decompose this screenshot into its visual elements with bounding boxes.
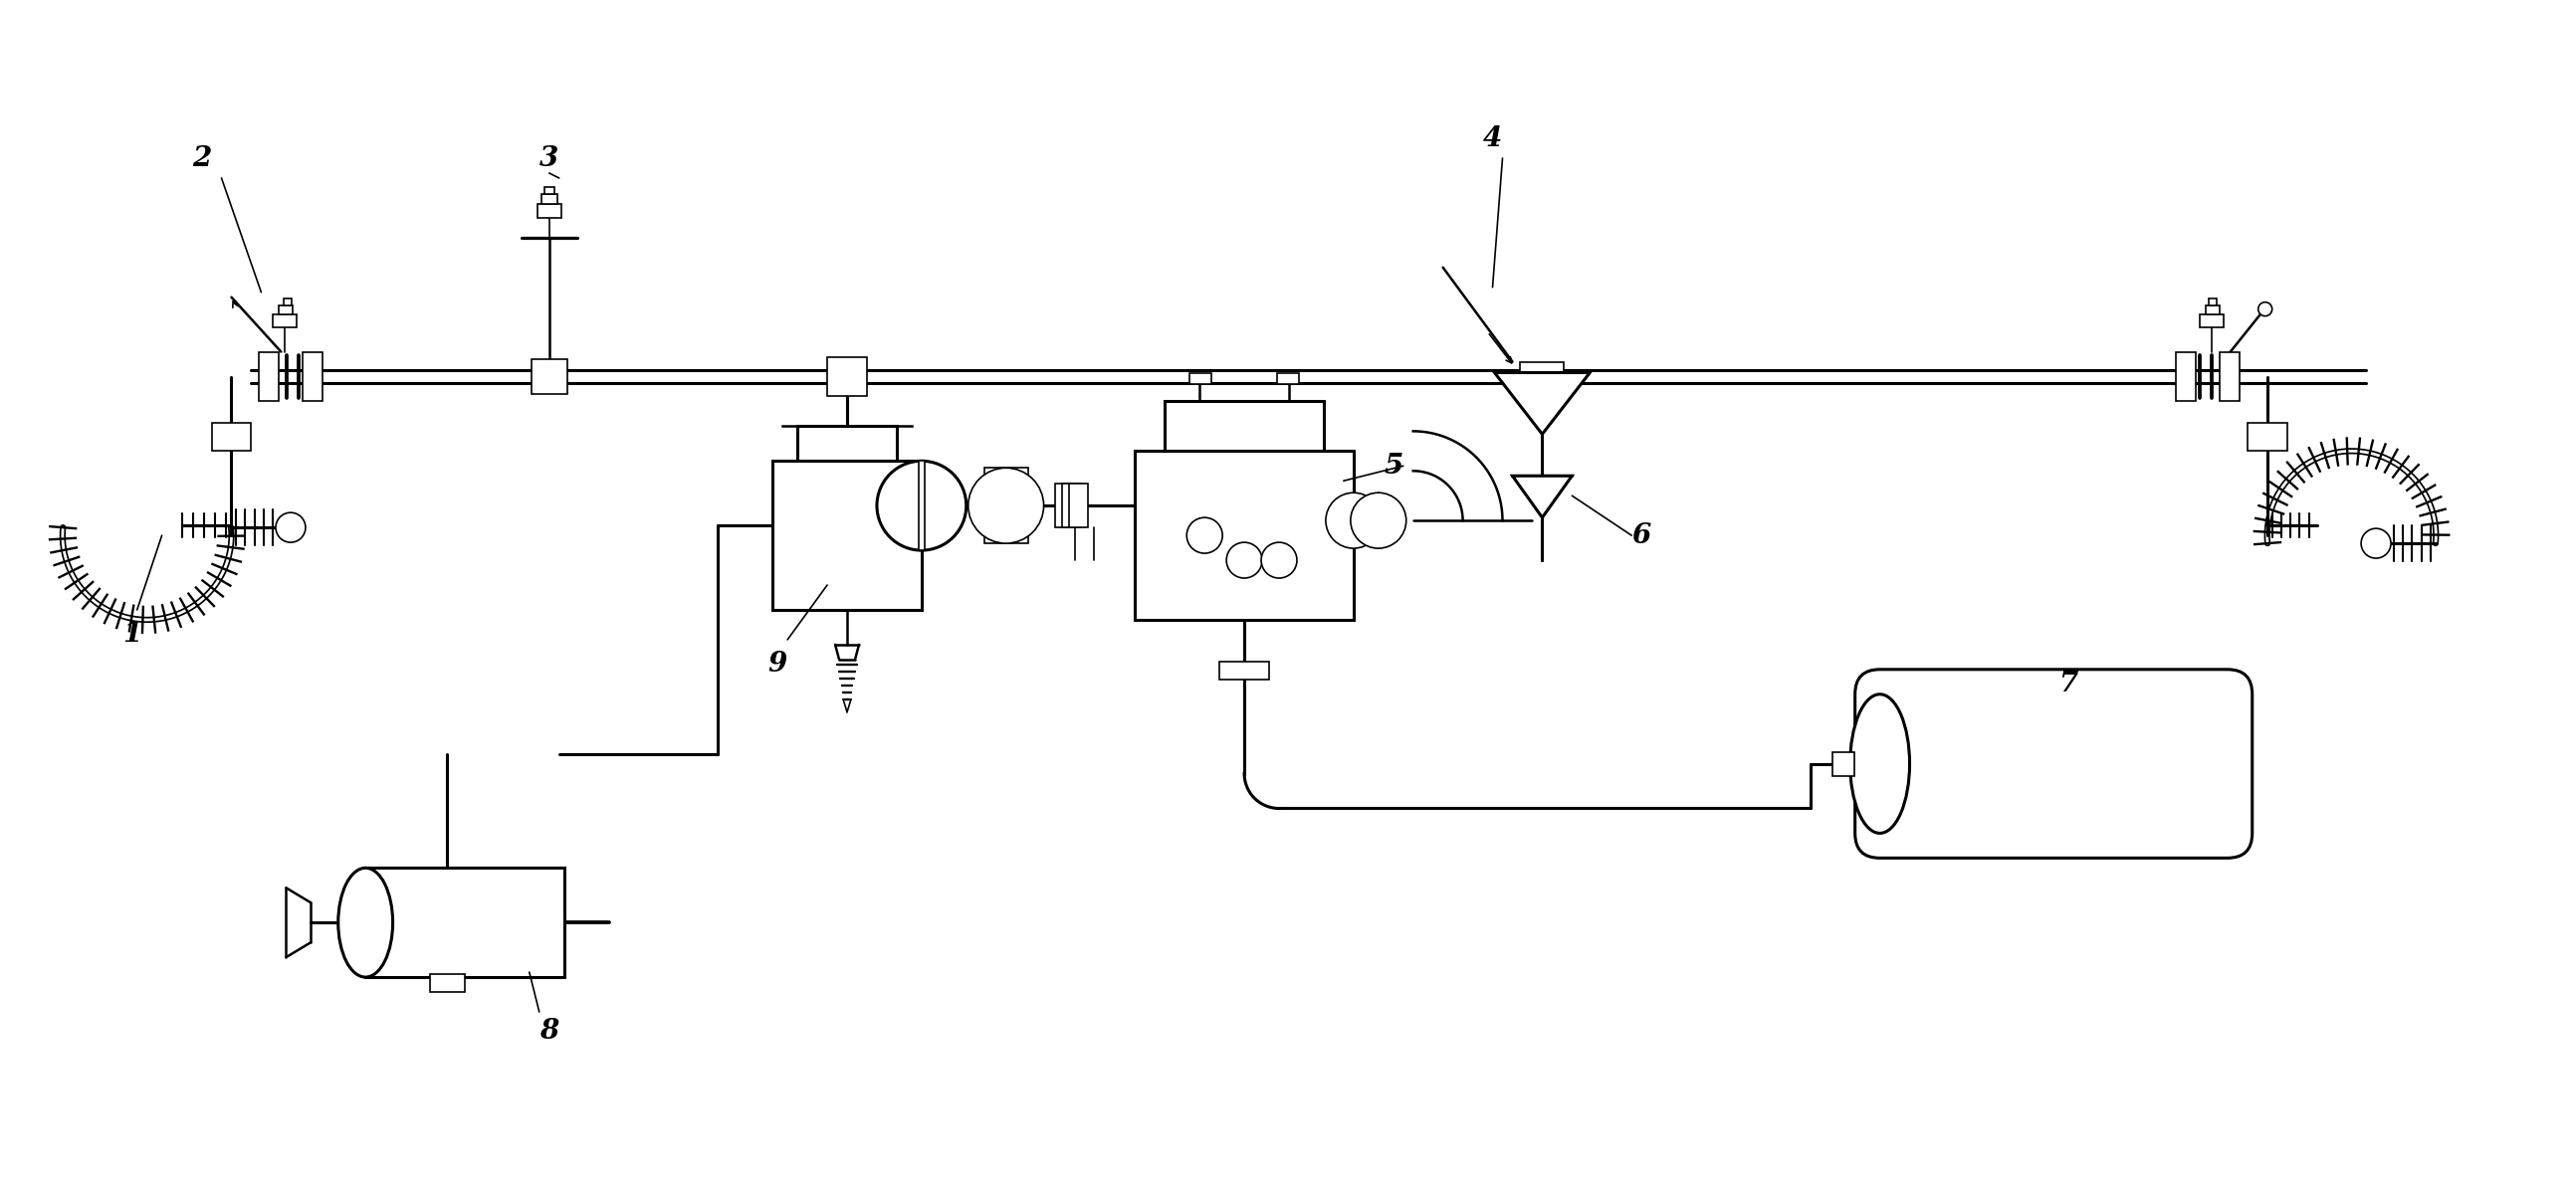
Bar xyxy=(1054,483,1074,527)
Bar xyxy=(827,357,868,396)
Circle shape xyxy=(1350,493,1406,548)
Ellipse shape xyxy=(337,868,392,978)
Bar xyxy=(538,203,562,217)
Bar xyxy=(2177,352,2195,402)
Bar xyxy=(2246,423,2287,452)
Bar xyxy=(278,305,294,314)
Text: 3: 3 xyxy=(538,144,559,171)
Polygon shape xyxy=(1512,476,1571,518)
Bar xyxy=(430,974,464,992)
Circle shape xyxy=(1262,543,1296,578)
Circle shape xyxy=(276,513,307,543)
Bar xyxy=(211,423,252,452)
Circle shape xyxy=(2362,528,2391,558)
Bar xyxy=(920,461,925,551)
Circle shape xyxy=(1188,518,1224,553)
Bar xyxy=(2221,352,2239,402)
Bar xyxy=(773,461,922,610)
Circle shape xyxy=(2259,303,2272,316)
Bar xyxy=(260,352,278,402)
Bar xyxy=(544,187,554,194)
Bar xyxy=(283,298,291,305)
Bar xyxy=(304,352,322,402)
Bar xyxy=(799,427,896,461)
Circle shape xyxy=(1226,543,1262,578)
Text: 1: 1 xyxy=(124,622,142,648)
Text: 2: 2 xyxy=(193,144,211,171)
Circle shape xyxy=(876,461,966,551)
Text: 6: 6 xyxy=(1633,522,1651,548)
Text: 5: 5 xyxy=(1383,453,1404,480)
FancyBboxPatch shape xyxy=(1855,669,2251,858)
Bar xyxy=(2208,298,2215,305)
Bar xyxy=(366,868,564,978)
Bar xyxy=(1278,372,1298,384)
Text: 9: 9 xyxy=(768,651,788,678)
Bar xyxy=(1218,662,1270,680)
Bar xyxy=(541,194,556,203)
Ellipse shape xyxy=(1850,694,1909,833)
Text: 4: 4 xyxy=(1484,125,1502,151)
Bar xyxy=(1832,752,1855,775)
Bar xyxy=(1520,362,1564,391)
Bar xyxy=(1164,402,1324,452)
Circle shape xyxy=(969,468,1043,544)
Text: 7: 7 xyxy=(2058,671,2079,697)
Bar xyxy=(2205,305,2221,314)
Polygon shape xyxy=(1494,372,1589,434)
Bar xyxy=(531,358,567,395)
Bar xyxy=(2200,314,2223,327)
Bar xyxy=(273,314,296,327)
Bar xyxy=(1190,372,1211,384)
Bar xyxy=(984,468,1028,544)
Bar xyxy=(1136,452,1352,619)
Text: 8: 8 xyxy=(538,1018,559,1045)
Bar xyxy=(1061,483,1082,527)
Bar xyxy=(1069,483,1090,527)
Circle shape xyxy=(1327,493,1381,548)
